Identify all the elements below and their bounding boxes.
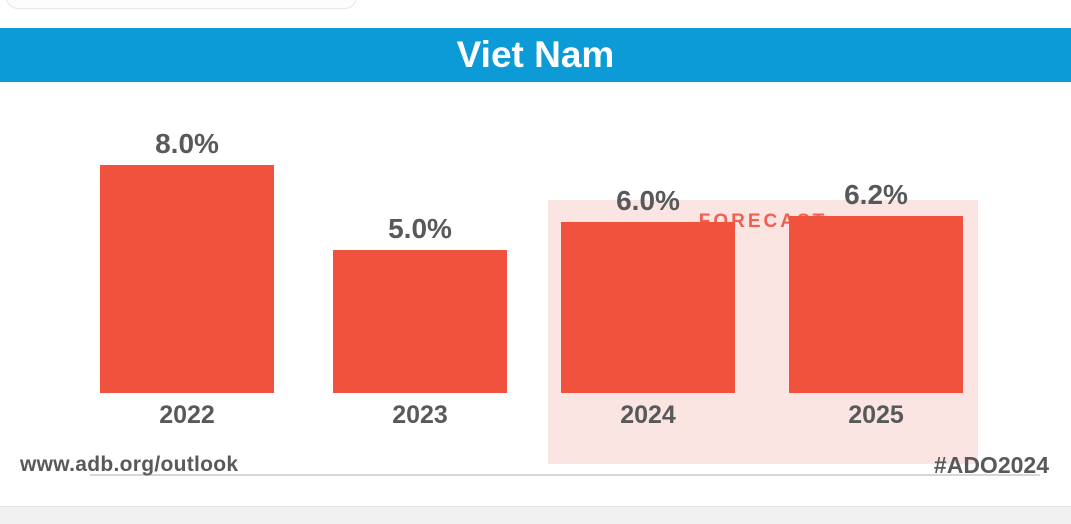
axis-label-2023: 2023 <box>392 401 448 429</box>
axis-label-2022: 2022 <box>159 401 215 429</box>
value-label-2023: 5.0% <box>388 213 452 244</box>
axis-label-2025: 2025 <box>848 401 904 429</box>
cutoff-card-border <box>6 0 357 9</box>
axis-label-2024: 2024 <box>620 401 676 429</box>
page-background-strip <box>0 506 1071 524</box>
bar-2022 <box>100 165 274 393</box>
bar-2023 <box>333 250 507 393</box>
x-axis-line <box>90 474 1040 476</box>
website-url: www.adb.org/outlook <box>20 453 239 476</box>
gdp-growth-chart: FORECAST 8.0% 2022 5.0% 2023 6.0% 2024 6.2% 202… <box>0 82 1071 476</box>
bar-2024 <box>561 222 735 393</box>
title-banner: Viet Nam <box>0 28 1071 82</box>
value-label-2025: 6.2% <box>844 179 908 210</box>
hashtag: #ADO2024 <box>933 452 1049 478</box>
country-title: Viet Nam <box>456 34 615 75</box>
value-label-2022: 8.0% <box>155 128 219 159</box>
value-label-2024: 6.0% <box>616 185 680 216</box>
bar-2025 <box>789 216 963 393</box>
